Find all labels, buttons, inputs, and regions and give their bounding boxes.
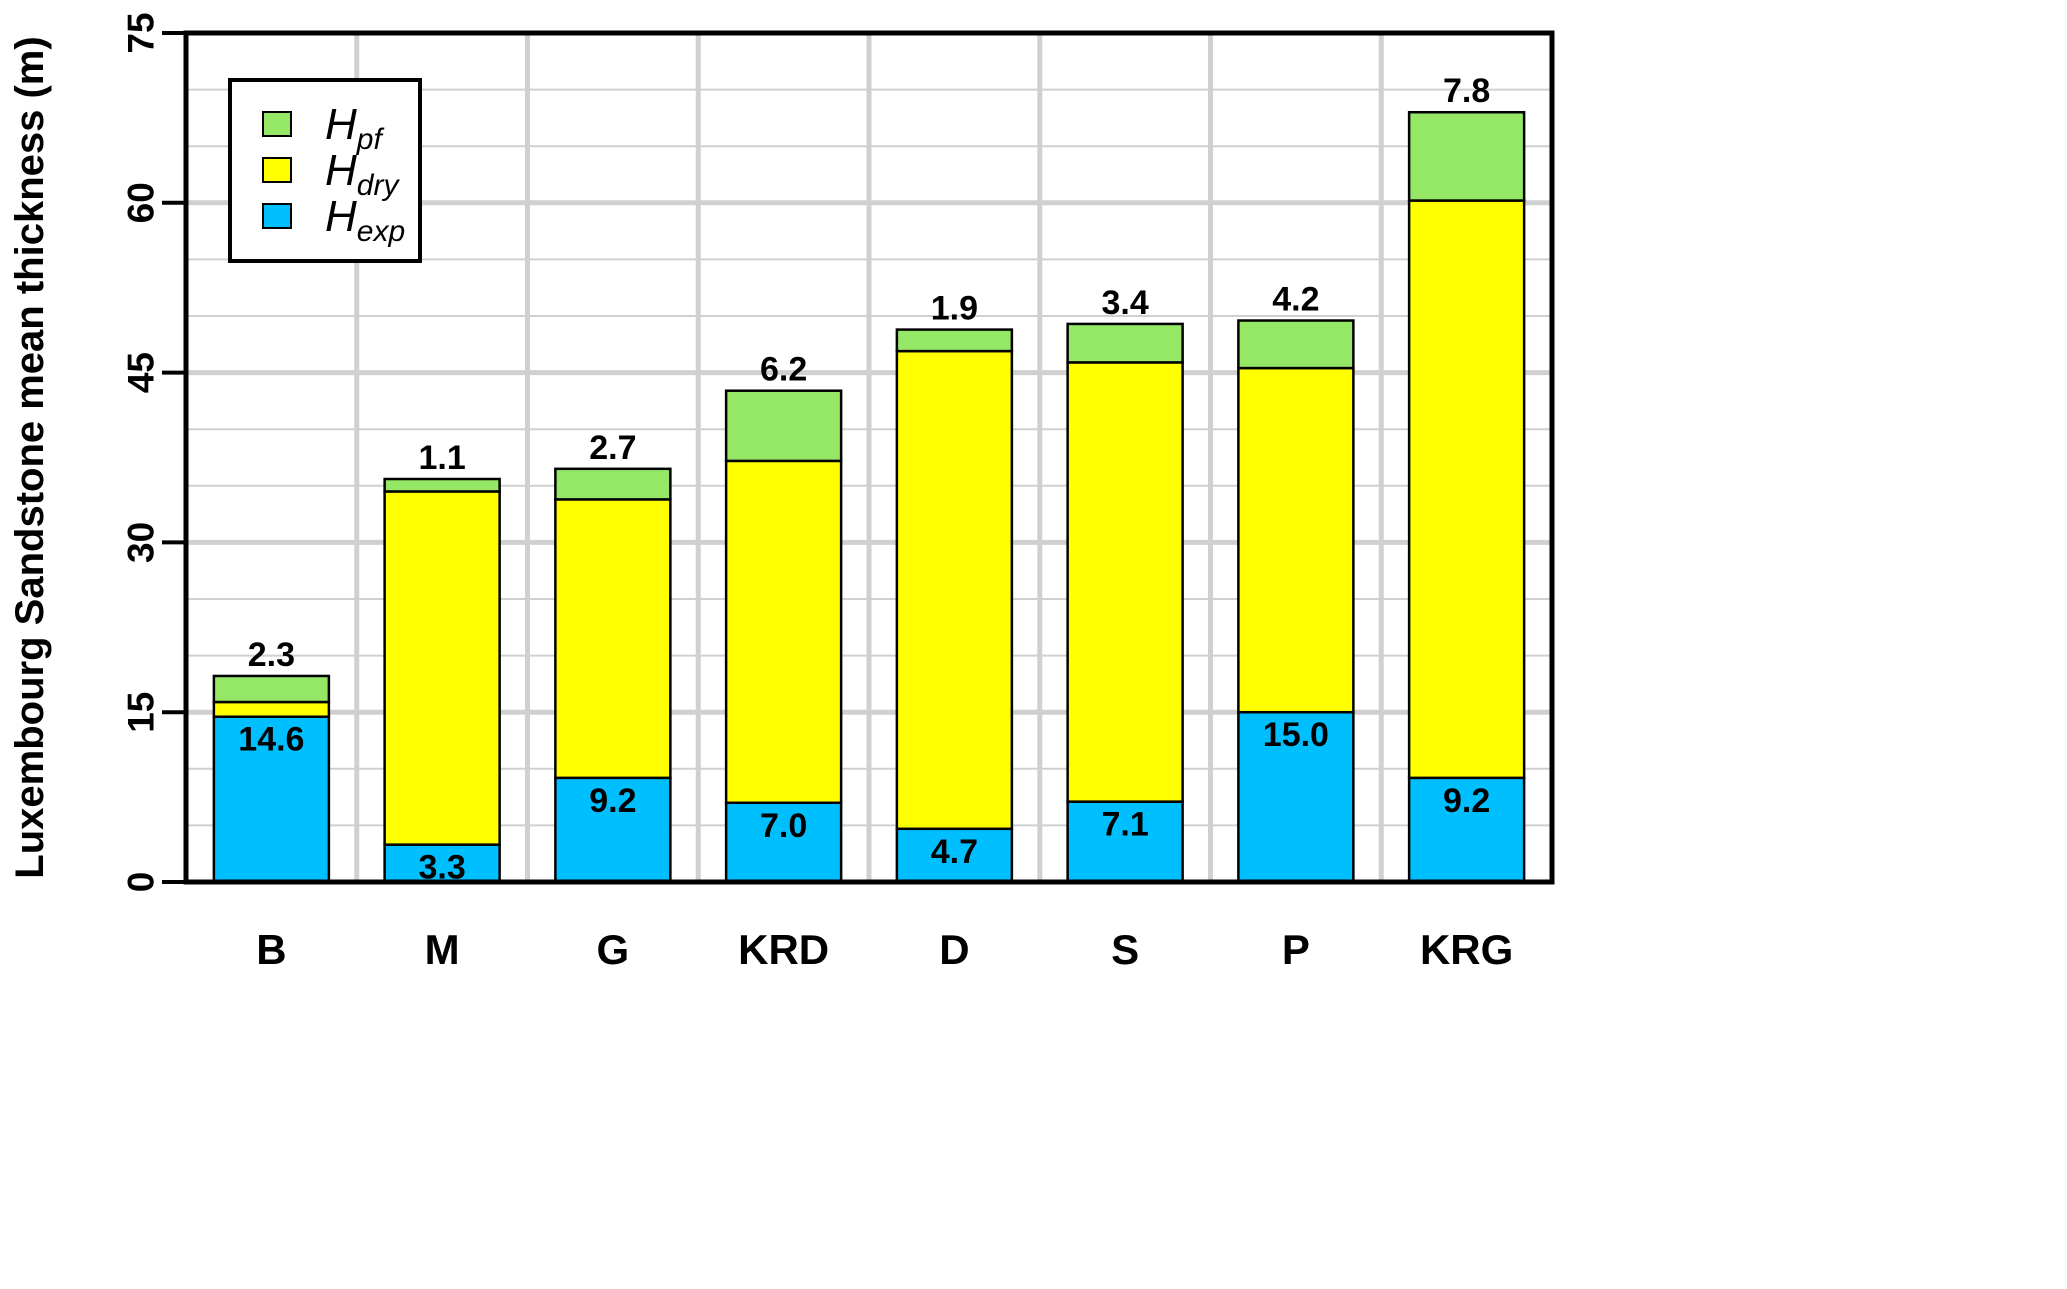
bar-KRG-pf	[1407, 110, 1526, 202]
bar-M-dry	[383, 490, 501, 846]
data-label-pf-KRD: 6.2	[760, 351, 807, 389]
bar-P-pf	[1237, 319, 1355, 370]
bar-G-exp	[554, 776, 672, 884]
plot-frame	[183, 30, 1555, 885]
legend-box	[228, 78, 422, 263]
bar-S-pf	[1066, 322, 1184, 364]
data-label-pf-G: 2.7	[589, 429, 636, 467]
x-tick-label-M: M	[425, 926, 460, 973]
data-label-pf-M: 1.1	[418, 439, 465, 477]
bar-S-exp	[1066, 800, 1184, 884]
data-label-pf-S: 3.4	[1101, 284, 1148, 322]
bar-B-exp	[212, 715, 331, 884]
x-tick-label-B: B	[256, 926, 286, 973]
legend-swatch-exp	[262, 203, 292, 229]
bar-D-dry	[895, 349, 1014, 831]
data-label-exp-B: 14.6	[238, 721, 304, 759]
y-tick-label: 45	[121, 352, 162, 393]
data-label-exp-KRG: 9.2	[1443, 782, 1490, 820]
bar-G-pf	[554, 467, 672, 501]
x-tick-label-S: S	[1111, 926, 1139, 973]
bars	[212, 110, 1526, 884]
legend-swatch-pf	[262, 111, 292, 137]
data-label-exp-G: 9.2	[589, 782, 636, 820]
data-label-exp-P: 15.0	[1263, 716, 1329, 754]
bar-M-pf	[383, 477, 501, 493]
bar-D-pf	[895, 328, 1014, 353]
x-tick-label-P: P	[1282, 926, 1310, 973]
data-label-pf-P: 4.2	[1272, 281, 1319, 319]
data-label-exp-S: 7.1	[1101, 806, 1148, 844]
x-tick-label-KRD: KRD	[738, 926, 829, 973]
axes: B M G KRD D S P KRG 0 15 30 45 60 75	[121, 12, 1514, 973]
x-tick-label-KRG: KRG	[1420, 926, 1513, 973]
bar-P-dry	[1237, 366, 1355, 714]
data-label-pf-D: 1.9	[931, 290, 978, 328]
y-tick-label: 60	[121, 182, 162, 223]
legend-swatch-dry	[262, 157, 292, 183]
bar-P-exp	[1237, 710, 1355, 884]
bar-KRD-pf	[724, 389, 843, 463]
bar-G-dry	[554, 498, 672, 780]
y-tick-label: 15	[121, 692, 162, 733]
data-label-exp-D: 4.7	[931, 833, 978, 871]
bar-KRD-dry	[724, 459, 843, 805]
data-label-pf-KRG: 7.8	[1443, 72, 1490, 110]
bar-B-pf	[212, 674, 331, 704]
data-labels: 14.62.33.31.19.22.77.06.24.71.97.13.415.…	[238, 72, 1490, 886]
data-label-pf-B: 2.3	[248, 636, 295, 674]
y-tick-label: 0	[121, 872, 162, 893]
y-tick-label: 30	[121, 522, 162, 563]
bar-S-dry	[1066, 361, 1184, 803]
data-label-exp-KRD: 7.0	[760, 807, 807, 845]
y-axis-label: Luxembourg Sandstone mean thickness (m)	[8, 36, 52, 878]
x-tick-label-D: D	[939, 926, 969, 973]
y-tick-label: 75	[121, 12, 162, 53]
bar-KRG-dry	[1407, 199, 1526, 780]
bar-B-dry	[212, 700, 331, 718]
x-tick-label-G: G	[597, 926, 630, 973]
